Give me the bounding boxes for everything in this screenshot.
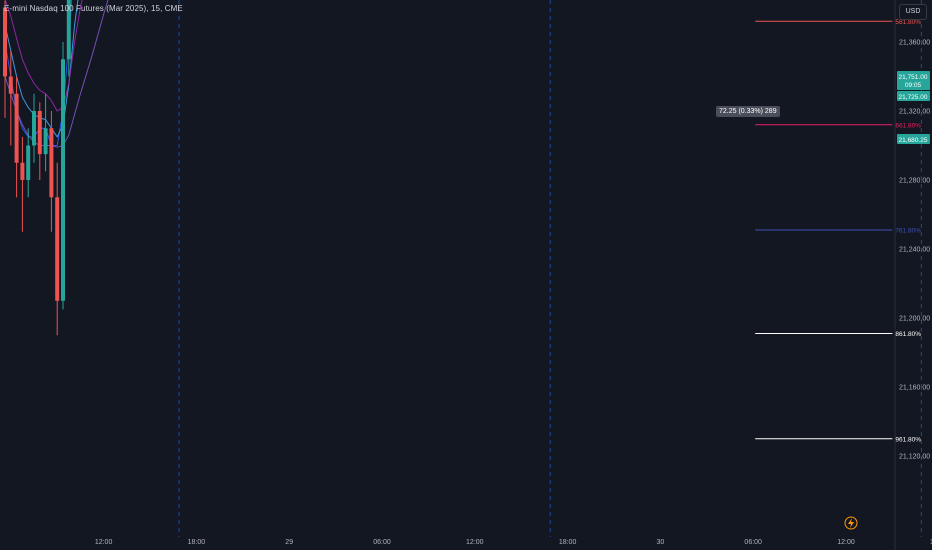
x-tick-1: 18:00 xyxy=(188,539,206,546)
y-tick-11: 21,360.00 xyxy=(899,40,930,47)
line-b-tag xyxy=(897,134,930,144)
y-tick-17: 21,120.00 xyxy=(899,454,930,461)
currency-button[interactable]: USD xyxy=(899,4,927,20)
fib-levels[interactable]: 261.80%161.80%61.80%50.00%61.80%161.80%2… xyxy=(755,0,921,443)
y-tick-15: 21,200.00 xyxy=(899,316,930,323)
y-tick-14: 21,240.00 xyxy=(899,247,930,254)
candle-10 xyxy=(61,42,65,310)
line-a-tag xyxy=(897,91,930,101)
candle-3 xyxy=(20,136,25,232)
x-tick-0: 12:00 xyxy=(95,539,113,546)
last-price-value: 21,751.00 xyxy=(899,74,928,81)
y-tick-16: 21,160.00 xyxy=(899,385,930,392)
fib-label-12: 861.80% xyxy=(895,331,921,338)
chart-title: E-mini Nasdaq 100 Futures (Mar 2025), 15… xyxy=(4,4,183,13)
candle-11 xyxy=(66,0,71,77)
measure-label: 72.25 (0.33%) 289 xyxy=(716,106,780,117)
countdown-value: 09:05 xyxy=(905,82,922,89)
x-tick-3: 06:00 xyxy=(373,539,391,546)
x-tick-6: 30 xyxy=(657,539,665,546)
fib-label-13: 961.80% xyxy=(895,436,921,443)
x-tick-8: 12:00 xyxy=(837,539,855,546)
y-tick-12: 21,320.00 xyxy=(899,109,930,116)
y-tick-13: 21,280.00 xyxy=(899,178,930,185)
fib-label-10: 661.80% xyxy=(895,122,921,129)
price-axis[interactable]: 21,800.0021,760.0021,720.0021,680.0021,6… xyxy=(899,0,930,461)
candle-4 xyxy=(26,128,31,198)
candles xyxy=(3,0,71,336)
candle-5 xyxy=(32,93,36,163)
time-axis[interactable]: 12:00 18:00 29 06:00 12:00 18:00 30 06:00 12:00 1… xyxy=(95,539,932,546)
fib-label-9: 561.80% xyxy=(895,19,921,26)
candle-8 xyxy=(49,111,54,232)
line-a-value: 21,725.00 xyxy=(899,94,928,101)
x-tick-9: 18:00 xyxy=(930,539,932,546)
candle-1 xyxy=(8,50,13,146)
candle-6 xyxy=(37,102,42,180)
lightning-icon[interactable] xyxy=(844,516,858,530)
candle-9 xyxy=(55,162,60,336)
line-b-value: 21,680.25 xyxy=(899,137,928,144)
candle-7 xyxy=(43,93,48,172)
candle-0 xyxy=(3,0,7,118)
x-tick-2: 29 xyxy=(285,539,293,546)
last-price-tag xyxy=(897,71,930,90)
fib-label-11: 761.80% xyxy=(895,228,921,235)
price-tags: 21,751.00 09:05 21,725.00 21,680.25 xyxy=(897,71,930,144)
candle-2 xyxy=(14,76,19,198)
x-tick-7: 06:00 xyxy=(744,539,762,546)
x-tick-4: 12:00 xyxy=(466,539,484,546)
x-tick-5: 18:00 xyxy=(559,539,577,546)
